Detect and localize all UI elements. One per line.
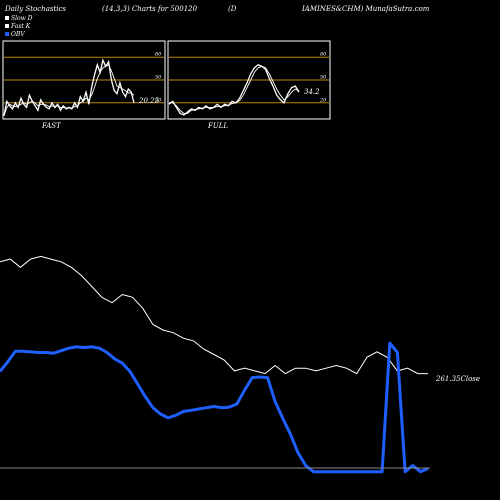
full-stochastic-panel: 80 50 20 34.2 FULL: [167, 40, 331, 130]
fast-level-label-80: 80: [155, 52, 162, 58]
full-panel-label: FULL: [207, 122, 228, 130]
fast-series-slow-d: [3, 64, 135, 116]
full-series-fast-k: [168, 64, 300, 116]
fast-panel-label: FAST: [41, 122, 62, 130]
full-level-label-20: 20: [319, 97, 327, 103]
obv-line: [0, 341, 429, 474]
price-obv-plot: [0, 255, 429, 474]
chart-symbol-prefix: (D: [228, 5, 237, 13]
fast-panel-frame: [2, 40, 166, 120]
fast-level-label-50: 50: [155, 75, 162, 81]
close-price-line: [0, 255, 428, 375]
fast-stochastic-panel: 80 50 20 20.25 FAST: [2, 40, 166, 130]
legend-label-fast-k: Fast K: [10, 23, 31, 30]
chart-title: Daily Stochastics: [4, 5, 66, 13]
chart-symbol: IAMINES&CHM) MunafaSutra.com: [301, 5, 430, 13]
legend-swatch-fast-k: [5, 24, 9, 28]
full-last-value: 34.2: [304, 88, 320, 96]
legend-label-slow-d: Slow D: [11, 15, 33, 22]
fast-level-label-20: 20: [154, 97, 162, 103]
full-panel-frame: [167, 40, 331, 120]
full-series-slow-d: [169, 65, 300, 114]
legend-label-obv: OBV: [11, 31, 25, 38]
fast-last-value: 20.25: [138, 97, 160, 105]
legend-swatch-obv: [5, 32, 9, 36]
full-level-label-80: 80: [320, 52, 327, 58]
close-price-label: 261.35Close: [435, 375, 480, 383]
legend: Slow D Fast K OBV: [5, 15, 33, 38]
chart-params: (14,3,3) Charts for 500120: [102, 5, 198, 13]
legend-swatch-slow-d: [5, 16, 9, 20]
full-level-label-50: 50: [320, 75, 327, 81]
